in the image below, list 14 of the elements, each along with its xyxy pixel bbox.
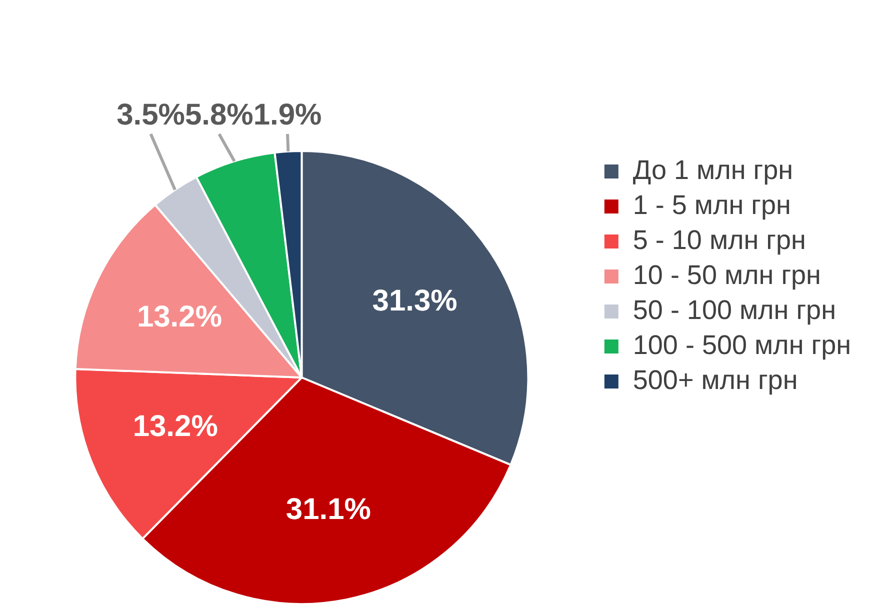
legend-label: 100 - 500 млн грн <box>632 330 852 360</box>
data-label: 13.2% <box>136 300 222 334</box>
legend-label: До 1 млн грн <box>632 154 794 185</box>
data-label: 13.2% <box>132 410 218 443</box>
data-label: 5.8% <box>184 98 254 132</box>
legend-label: 5 - 10 млн грн <box>632 224 806 255</box>
legend-label: 500+ млн грн <box>632 364 798 395</box>
data-label: 31.3% <box>372 284 458 318</box>
data-label: 1.9% <box>253 98 322 132</box>
legend-label: 1 - 5 млн грн <box>632 190 791 220</box>
data-label: 3.5% <box>116 98 185 132</box>
legend-label: 10 - 50 млн грн <box>632 260 821 290</box>
legend-label: 50 - 100 млн грн <box>632 294 836 325</box>
data-label: 31.1% <box>286 493 371 526</box>
